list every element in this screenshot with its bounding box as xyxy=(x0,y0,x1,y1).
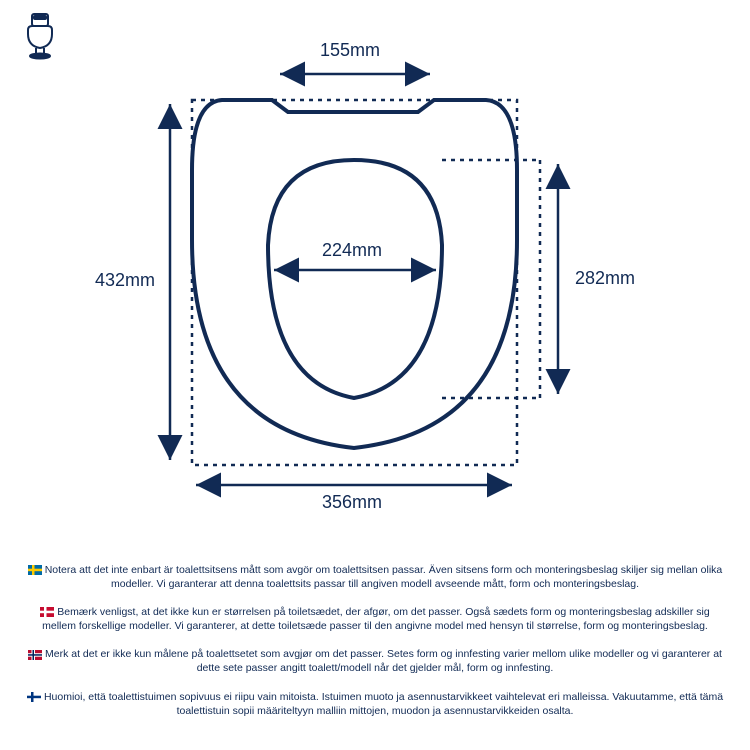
note-fi: Huomioi, että toalettistuimen sopivuus e… xyxy=(24,690,726,718)
note-fi-text: Huomioi, että toalettistuimen sopivuus e… xyxy=(44,691,723,717)
notes-block: Notera att det inte enbart är toalettsit… xyxy=(24,563,726,732)
flag-se-icon xyxy=(28,565,42,575)
seat-dimension-diagram: 155mm 432mm 224mm 282mm 356mm xyxy=(0,30,750,520)
note-no-text: Merk at det er ikke kun målene på toalet… xyxy=(45,648,722,674)
note-dk-text: Bemærk venligst, at det ikke kun er stør… xyxy=(42,606,710,632)
note-dk: Bemærk venligst, at det ikke kun er stør… xyxy=(24,605,726,633)
label-total-width: 356mm xyxy=(322,492,382,513)
flag-dk-icon xyxy=(40,607,54,617)
label-hinge-width: 155mm xyxy=(320,40,380,61)
label-total-length: 432mm xyxy=(95,270,155,291)
note-se: Notera att det inte enbart är toalettsit… xyxy=(24,563,726,591)
flag-fi-icon xyxy=(27,692,41,702)
flag-no-icon xyxy=(28,650,42,660)
label-bowl-inner-length: 282mm xyxy=(575,268,635,289)
note-se-text: Notera att det inte enbart är toalettsit… xyxy=(45,564,723,590)
label-bowl-inner-width: 224mm xyxy=(322,240,382,261)
note-no: Merk at det er ikke kun målene på toalet… xyxy=(24,647,726,675)
